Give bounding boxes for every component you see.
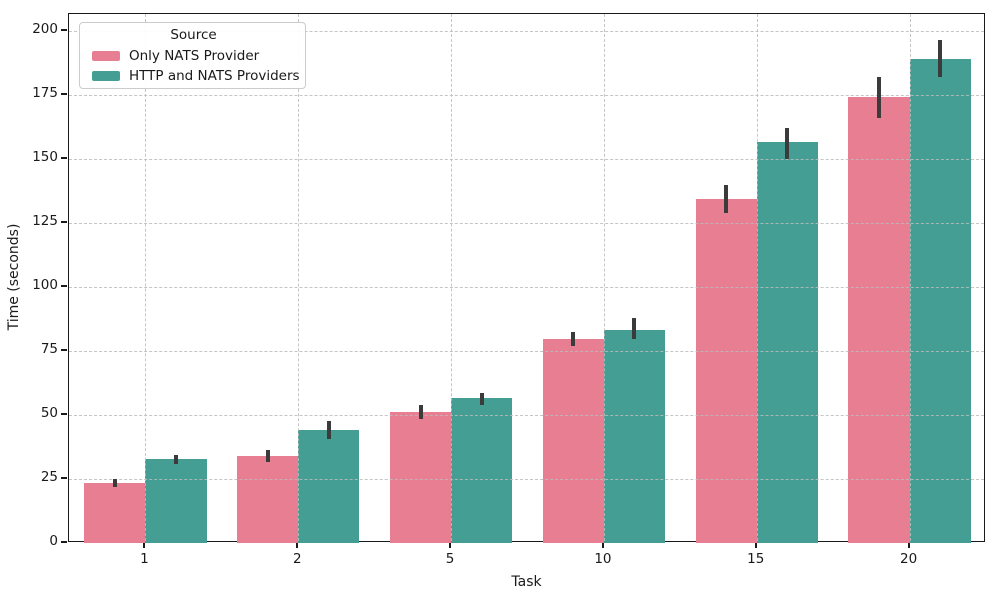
- error-bar: [112, 478, 117, 487]
- x-tick-label: 1: [140, 551, 149, 567]
- y-tick-label: 0: [49, 533, 58, 549]
- y-tick-mark: [61, 156, 67, 159]
- legend: Source Only NATS Provider HTTP and NATS …: [79, 22, 306, 89]
- bar-http-nats-task-15: [756, 142, 818, 543]
- legend-swatch-http-nats-icon: [92, 71, 120, 81]
- bar-only-nats-task-2: [237, 455, 299, 543]
- y-tick-label: 200: [32, 20, 58, 37]
- y-tick-mark: [61, 348, 67, 351]
- x-axis-title: Task: [511, 574, 542, 590]
- bar-only-nats-task-10: [542, 339, 604, 543]
- error-bar: [418, 404, 423, 419]
- error-bar: [571, 331, 576, 346]
- legend-label: Only NATS Provider: [129, 48, 260, 64]
- x-tick-mark: [296, 542, 299, 548]
- y-tick-label: 150: [32, 148, 58, 165]
- y-tick-mark: [61, 28, 67, 31]
- y-tick-mark: [61, 541, 67, 543]
- y-tick-label: 175: [32, 84, 58, 101]
- x-tick-mark: [601, 542, 604, 548]
- gridline-horizontal: [69, 94, 984, 96]
- gridline-horizontal: [69, 158, 984, 160]
- gridline-horizontal: [69, 478, 984, 480]
- y-tick-mark: [61, 220, 67, 223]
- legend-item: HTTP and NATS Providers: [92, 66, 300, 86]
- y-tick-label: 50: [40, 404, 58, 421]
- error-bar: [877, 76, 882, 118]
- bar-only-nats-task-5: [389, 412, 452, 543]
- legend-title: Source: [170, 27, 217, 43]
- y-tick-mark: [61, 412, 67, 415]
- gridline-horizontal: [69, 350, 984, 352]
- error-bar: [326, 421, 331, 440]
- error-bar: [724, 184, 729, 213]
- bar-http-nats-task-2: [298, 430, 360, 543]
- y-tick-label: 125: [32, 212, 58, 229]
- plot-area: [68, 13, 985, 543]
- x-tick-mark: [907, 542, 910, 548]
- error-bar: [479, 393, 484, 405]
- gridline-vertical: [756, 14, 758, 541]
- bar-only-nats-task-1: [84, 482, 146, 543]
- bar-http-nats-task-10: [603, 330, 666, 543]
- y-tick-mark: [61, 476, 67, 479]
- gridline-horizontal: [69, 286, 984, 288]
- y-tick-mark: [61, 284, 67, 287]
- bar-http-nats-task-5: [451, 398, 513, 543]
- bar-only-nats-task-15: [695, 198, 757, 543]
- y-tick-label: 75: [40, 340, 58, 357]
- legend-item: Only NATS Provider: [92, 46, 295, 66]
- x-tick-label: 15: [747, 551, 765, 567]
- gridline-vertical: [451, 14, 453, 541]
- error-bar: [938, 39, 943, 77]
- bar-http-nats-task-1: [145, 458, 207, 543]
- x-tick-mark: [754, 542, 757, 548]
- gridline-horizontal: [69, 414, 984, 416]
- gridline-vertical: [298, 14, 300, 541]
- x-tick-mark: [143, 542, 146, 548]
- gridline-horizontal: [69, 30, 984, 32]
- gridline-vertical: [909, 14, 911, 541]
- gridline-vertical: [603, 14, 605, 541]
- error-bar: [265, 449, 270, 463]
- y-tick-label: 100: [32, 276, 58, 293]
- bar-http-nats-task-20: [909, 59, 971, 543]
- error-bar: [632, 317, 637, 340]
- bar-only-nats-task-20: [848, 97, 910, 543]
- y-tick-mark: [61, 92, 67, 95]
- legend-label: HTTP and NATS Providers: [129, 68, 300, 84]
- y-tick-label: 25: [40, 468, 58, 485]
- legend-swatch-only-nats-icon: [92, 51, 120, 61]
- x-tick-label: 10: [594, 551, 612, 567]
- error-bar: [785, 128, 790, 159]
- x-tick-label: 20: [899, 551, 918, 567]
- x-tick-mark: [449, 542, 452, 548]
- x-tick-label: 2: [292, 551, 302, 567]
- x-tick-label: 5: [445, 551, 455, 567]
- gridline-horizontal: [69, 222, 984, 224]
- gridline-vertical: [145, 14, 147, 541]
- error-bar: [173, 454, 178, 464]
